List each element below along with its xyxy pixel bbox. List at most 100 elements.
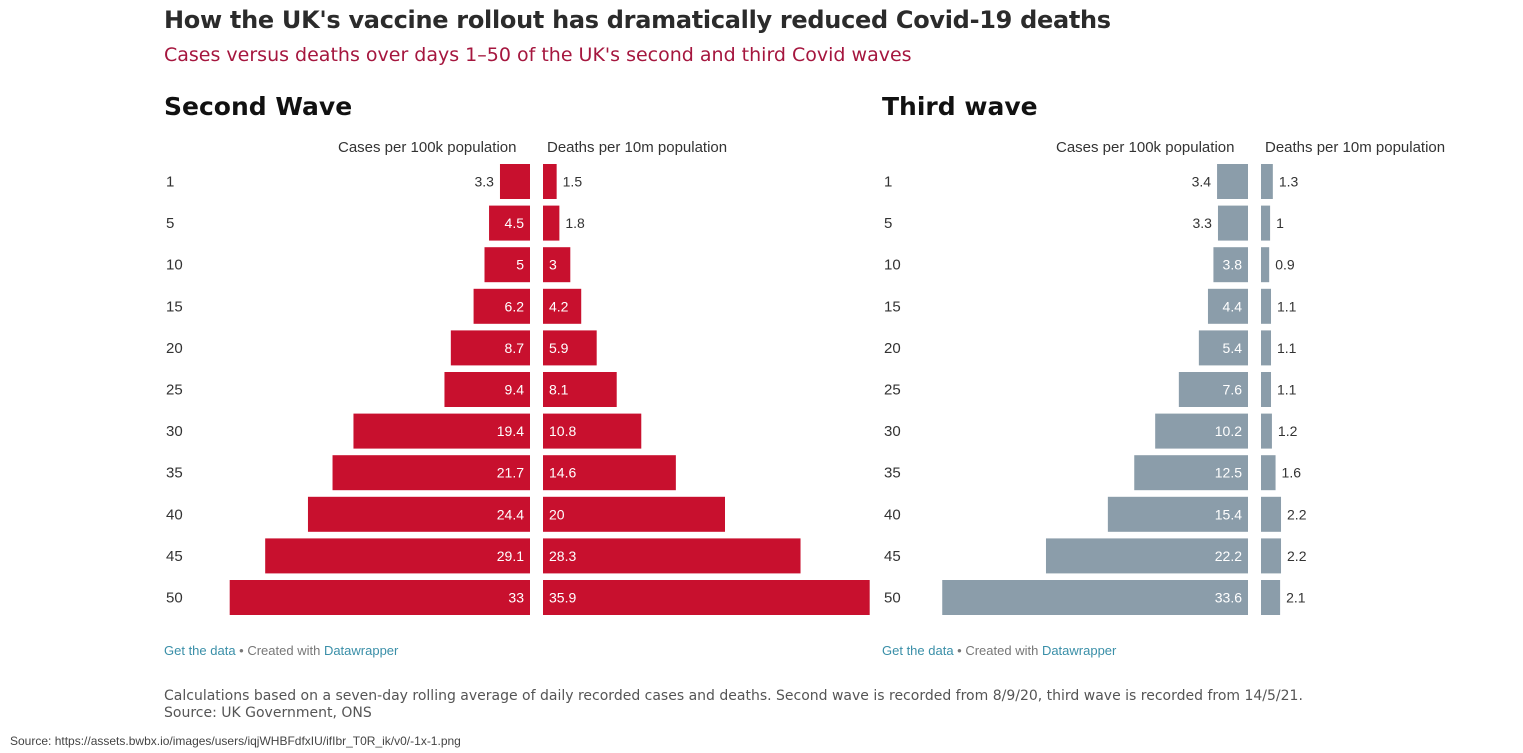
day-label: 40 bbox=[884, 506, 901, 523]
day-label: 1 bbox=[166, 174, 174, 191]
day-label: 35 bbox=[884, 465, 901, 482]
cases-bar bbox=[473, 288, 530, 324]
deaths-value-label: 10.8 bbox=[549, 423, 576, 439]
datawrapper-link[interactable]: Datawrapper bbox=[1041, 643, 1117, 658]
day-label: 50 bbox=[884, 590, 901, 607]
cases-value-label: 9.4 bbox=[505, 382, 525, 398]
deaths-bar bbox=[543, 580, 870, 615]
deaths-bar bbox=[543, 413, 642, 449]
deaths-bar bbox=[543, 496, 725, 532]
deaths-value-label: 8.1 bbox=[549, 382, 569, 398]
cases-bar bbox=[307, 496, 530, 532]
day-label: 50 bbox=[166, 590, 183, 607]
cases-value-label: 10.2 bbox=[1215, 423, 1242, 439]
cases-value-label: 19.4 bbox=[497, 423, 524, 439]
third-wave-deaths-header: Deaths per 10m population bbox=[1265, 139, 1446, 156]
cases-bar bbox=[1217, 164, 1248, 199]
cases-bar bbox=[1045, 538, 1248, 574]
deaths-bar bbox=[543, 247, 571, 283]
day-label: 10 bbox=[166, 257, 183, 274]
day-label: 5 bbox=[884, 215, 892, 232]
cases-value-label: 3.3 bbox=[1193, 215, 1213, 231]
cases-bar bbox=[1217, 205, 1248, 241]
cases-value-label: 4.5 bbox=[505, 215, 525, 231]
deaths-bar bbox=[1261, 164, 1273, 199]
deaths-bar bbox=[1261, 496, 1282, 532]
day-label: 30 bbox=[884, 423, 901, 440]
cases-value-label: 29.1 bbox=[497, 548, 524, 564]
third-wave-title: Third wave bbox=[882, 92, 1038, 121]
cases-bar bbox=[450, 330, 530, 366]
deaths-value-label: 1.8 bbox=[565, 215, 585, 231]
deaths-value-label: 14.6 bbox=[549, 465, 576, 481]
third-wave-cases-header: Cases per 100k population bbox=[1056, 139, 1235, 156]
chart-title: How the UK's vaccine rollout has dramati… bbox=[164, 6, 1111, 34]
cases-bar bbox=[265, 538, 530, 574]
day-label: 5 bbox=[166, 215, 174, 232]
day-label: 35 bbox=[166, 465, 183, 482]
source-text: Source: UK Government, ONS bbox=[164, 705, 372, 721]
day-label: 45 bbox=[166, 548, 183, 565]
deaths-bar bbox=[1261, 247, 1270, 283]
deaths-bar bbox=[1261, 330, 1272, 366]
day-label: 15 bbox=[884, 298, 901, 315]
cases-bar bbox=[353, 413, 530, 449]
third-wave-chart: 1 3.4 1.3 5 3.3 1 10 3.8 0.9 15 4.4 1.1 20 5.4 1.1 25 7.… bbox=[884, 164, 1307, 615]
deaths-bar bbox=[1261, 455, 1276, 491]
deaths-value-label: 2.2 bbox=[1287, 506, 1307, 522]
deaths-value-label: 0.9 bbox=[1275, 257, 1295, 273]
cases-value-label: 12.5 bbox=[1215, 465, 1242, 481]
day-label: 10 bbox=[884, 257, 901, 274]
footnote-block: Calculations based on a seven-day rollin… bbox=[164, 688, 1303, 722]
deaths-value-label: 20 bbox=[549, 506, 565, 522]
deaths-value-label: 1.1 bbox=[1277, 382, 1297, 398]
cases-bar bbox=[1134, 455, 1248, 491]
day-label: 25 bbox=[884, 382, 901, 399]
cases-value-label: 6.2 bbox=[505, 298, 525, 314]
day-label: 20 bbox=[166, 340, 183, 357]
deaths-bar bbox=[1261, 372, 1272, 407]
cases-value-label: 3.3 bbox=[475, 174, 495, 190]
deaths-bar bbox=[1261, 580, 1281, 615]
deaths-bar bbox=[543, 372, 617, 407]
second-wave-title: Second Wave bbox=[164, 92, 353, 121]
deaths-value-label: 2.1 bbox=[1286, 590, 1306, 606]
deaths-value-label: 28.3 bbox=[549, 548, 576, 564]
deaths-value-label: 1.6 bbox=[1282, 465, 1302, 481]
day-label: 25 bbox=[166, 382, 183, 399]
deaths-value-label: 2.2 bbox=[1287, 548, 1307, 564]
cases-bar bbox=[332, 455, 530, 491]
get-data-link[interactable]: Get the data bbox=[882, 643, 954, 658]
cases-bar bbox=[229, 580, 530, 615]
credit-separator: • Created with bbox=[235, 643, 324, 658]
second-wave-chart: 1 3.3 1.5 5 4.5 1.8 10 5 3 15 6.2 4.2 20 8.7 5.9 25 9.4 8… bbox=[166, 164, 870, 615]
deaths-bar bbox=[543, 330, 597, 366]
cases-bar bbox=[1198, 330, 1248, 366]
deaths-value-label: 1 bbox=[1276, 215, 1284, 231]
image-source-caption: Source: https://assets.bwbx.io/images/us… bbox=[10, 734, 461, 748]
deaths-bar bbox=[543, 538, 801, 574]
cases-bar bbox=[1107, 496, 1248, 532]
cases-bar bbox=[1213, 247, 1248, 283]
get-data-link[interactable]: Get the data bbox=[164, 643, 236, 658]
day-label: 1 bbox=[884, 174, 892, 191]
deaths-bar bbox=[1261, 288, 1272, 324]
cases-value-label: 5 bbox=[516, 257, 524, 273]
deaths-value-label: 3 bbox=[549, 257, 557, 273]
cases-bar bbox=[499, 164, 530, 199]
cases-bar bbox=[1207, 288, 1248, 324]
deaths-bar bbox=[1261, 413, 1272, 449]
cases-bar bbox=[444, 372, 530, 407]
day-label: 45 bbox=[884, 548, 901, 565]
cases-value-label: 5.4 bbox=[1223, 340, 1243, 356]
datawrapper-link[interactable]: Datawrapper bbox=[323, 643, 399, 658]
deaths-value-label: 1.1 bbox=[1277, 298, 1297, 314]
deaths-bar bbox=[1261, 538, 1282, 574]
day-label: 15 bbox=[166, 298, 183, 315]
cases-value-label: 3.4 bbox=[1192, 174, 1212, 190]
deaths-bar bbox=[543, 455, 676, 491]
chart-subtitle: Cases versus deaths over days 1–50 of th… bbox=[164, 44, 912, 66]
cases-bar bbox=[484, 247, 530, 283]
cases-value-label: 15.4 bbox=[1215, 506, 1242, 522]
